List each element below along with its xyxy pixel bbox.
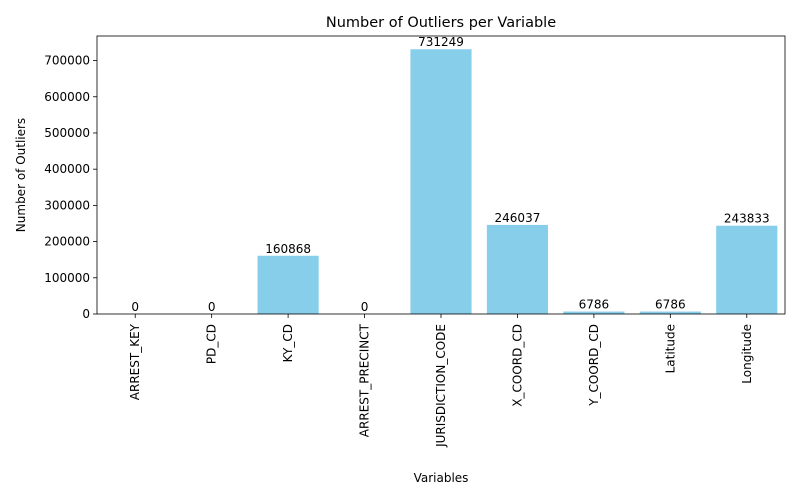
bar-value-label: 0: [361, 300, 369, 314]
y-tick-label: 300000: [44, 198, 90, 212]
bar-value-label: 0: [131, 300, 139, 314]
bar-labels-group: 0 0 160868 0 731249 246037 6786 6786 243833: [131, 35, 769, 314]
bar-value-label: 6786: [655, 298, 686, 312]
y-axis: 0 100000 200000 300000 400000 500000 600000 700…: [44, 54, 97, 321]
bar: [639, 311, 701, 314]
x-tick-label: ARREST_PRECINCT: [358, 323, 372, 437]
y-tick-label: 500000: [44, 126, 90, 140]
plot-frame: [96, 35, 786, 315]
chart-title: Number of Outliers per Variable: [326, 15, 556, 31]
bar-value-label: 6786: [579, 298, 610, 312]
bar-value-label: 246037: [495, 211, 541, 225]
bar-value-label: 0: [208, 300, 216, 314]
bar-value-label: 160868: [265, 242, 311, 256]
x-tick-label: X_COORD_CD: [510, 324, 524, 407]
bar: [716, 225, 778, 314]
y-tick-label: 400000: [44, 162, 90, 176]
y-tick-label: 200000: [44, 235, 90, 249]
bar-value-label: 243833: [724, 212, 770, 226]
y-axis-label: Number of Outliers: [14, 118, 28, 232]
y-tick-label: 700000: [44, 54, 90, 68]
bars-group: [257, 49, 778, 314]
x-tick-label: KY_CD: [281, 324, 295, 362]
x-tick-label: ARREST_KEY: [128, 323, 142, 400]
y-tick-label: 100000: [44, 271, 90, 285]
x-tick-label: PD_CD: [205, 324, 219, 364]
x-tick-label: JURISDICTION_CODE: [434, 324, 448, 448]
x-tick-label: Y_COORD_CD: [587, 324, 601, 407]
x-axis: ARREST_KEY PD_CD KY_CD ARREST_PRECINCT JURIS…: [128, 314, 754, 448]
bar: [563, 311, 625, 314]
y-tick-label: 0: [82, 307, 90, 321]
x-axis-label: Variables: [414, 471, 469, 485]
bar: [257, 255, 319, 314]
bar: [486, 224, 549, 314]
y-tick-label: 600000: [44, 90, 90, 104]
x-tick-label: Latitude: [663, 324, 677, 373]
x-tick-label: Longitude: [740, 324, 754, 384]
bar-value-label: 731249: [418, 35, 464, 49]
bar: [410, 49, 472, 314]
